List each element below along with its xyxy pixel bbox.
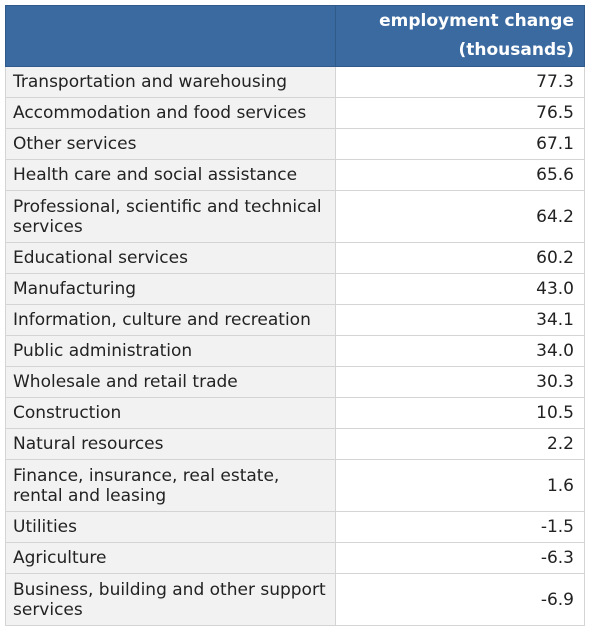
- employment-change-value: 65.6: [335, 159, 585, 191]
- employment-change-value: 60.2: [335, 242, 585, 274]
- table-row: Natural resources 2.2: [5, 428, 585, 460]
- industry-label: Agriculture: [5, 542, 336, 574]
- employment-change-value: -6.3: [335, 542, 585, 574]
- table-row: Health care and social assistance 65.6: [5, 159, 585, 191]
- industry-label: Health care and social assistance: [5, 159, 336, 191]
- table-body: Transportation and warehousing 77.3 Acco…: [5, 66, 585, 626]
- employment-change-value: -6.9: [335, 573, 585, 626]
- table-row: Wholesale and retail trade 30.3: [5, 366, 585, 398]
- header-label-cell: [5, 5, 336, 67]
- header-value-line1: employment change: [379, 11, 574, 31]
- employment-change-value: 43.0: [335, 273, 585, 305]
- table-row: Other services 67.1: [5, 128, 585, 160]
- industry-label: Information, culture and recreation: [5, 304, 336, 336]
- header-row: employment change (thousands): [5, 5, 585, 67]
- employment-change-value: 10.5: [335, 397, 585, 429]
- table-row: Accommodation and food services 76.5: [5, 97, 585, 129]
- employment-change-value: 77.3: [335, 66, 585, 98]
- industry-label: Wholesale and retail trade: [5, 366, 336, 398]
- table-row: Finance, insurance, real estate, rental …: [5, 459, 585, 512]
- table-row: Information, culture and recreation 34.1: [5, 304, 585, 336]
- table-row: Agriculture -6.3: [5, 542, 585, 574]
- employment-change-value: 34.0: [335, 335, 585, 367]
- table-header: employment change (thousands): [5, 5, 585, 67]
- industry-label: Professional, scientific and technical s…: [5, 190, 336, 243]
- employment-change-value: 64.2: [335, 190, 585, 243]
- employment-change-value: 76.5: [335, 97, 585, 129]
- employment-change-value: 2.2: [335, 428, 585, 460]
- table-row: Public administration 34.0: [5, 335, 585, 367]
- table-row: Utilities -1.5: [5, 511, 585, 543]
- table-row: Construction 10.5: [5, 397, 585, 429]
- industry-label: Manufacturing: [5, 273, 336, 305]
- employment-change-value: 34.1: [335, 304, 585, 336]
- table-row: Manufacturing 43.0: [5, 273, 585, 305]
- table-row: Educational services 60.2: [5, 242, 585, 274]
- industry-label: Transportation and warehousing: [5, 66, 336, 98]
- industry-label: Utilities: [5, 511, 336, 543]
- table-row: Transportation and warehousing 77.3: [5, 66, 585, 98]
- employment-change-value: 1.6: [335, 459, 585, 512]
- industry-label: Business, building and other support ser…: [5, 573, 336, 626]
- table-row: Professional, scientific and technical s…: [5, 190, 585, 243]
- employment-change-value: -1.5: [335, 511, 585, 543]
- industry-label: Accommodation and food services: [5, 97, 336, 129]
- industry-label: Construction: [5, 397, 336, 429]
- header-value-cell: employment change (thousands): [335, 5, 585, 67]
- header-value-line2: (thousands): [458, 40, 574, 60]
- employment-change-value: 30.3: [335, 366, 585, 398]
- industry-label: Educational services: [5, 242, 336, 274]
- employment-change-table: employment change (thousands) Transporta…: [5, 5, 585, 626]
- industry-label: Other services: [5, 128, 336, 160]
- industry-label: Finance, insurance, real estate, rental …: [5, 459, 336, 512]
- employment-change-value: 67.1: [335, 128, 585, 160]
- table-row: Business, building and other support ser…: [5, 573, 585, 626]
- industry-label: Public administration: [5, 335, 336, 367]
- industry-label: Natural resources: [5, 428, 336, 460]
